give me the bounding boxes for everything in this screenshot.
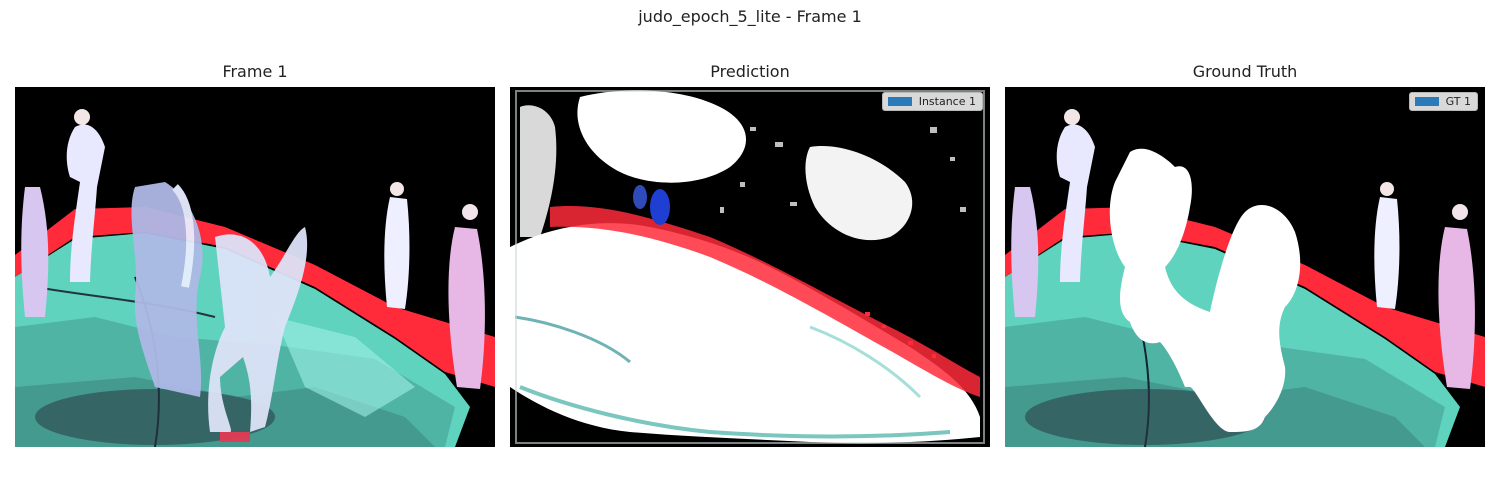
frame-image [15,87,495,447]
prediction-legend: Instance 1 [881,92,983,111]
panel-title-ground-truth: Ground Truth [1192,62,1298,81]
legend-label: GT 1 [1445,95,1471,108]
legend-label: Instance 1 [918,95,976,108]
panel-title-frame: Frame 1 [222,62,288,81]
figure-title: judo_epoch_5_lite - Frame 1 [638,7,862,26]
ground-truth-image [1005,87,1485,447]
prediction-image-panel: Instance 1 [510,87,990,447]
frame-image-panel [15,87,495,447]
prediction-image [510,87,990,447]
legend-swatch [887,97,912,106]
legend-swatch [1414,97,1439,106]
panel-title-prediction: Prediction [710,62,790,81]
ground-truth-legend: GT 1 [1408,92,1478,111]
ground-truth-image-panel: GT 1 [1005,87,1485,447]
